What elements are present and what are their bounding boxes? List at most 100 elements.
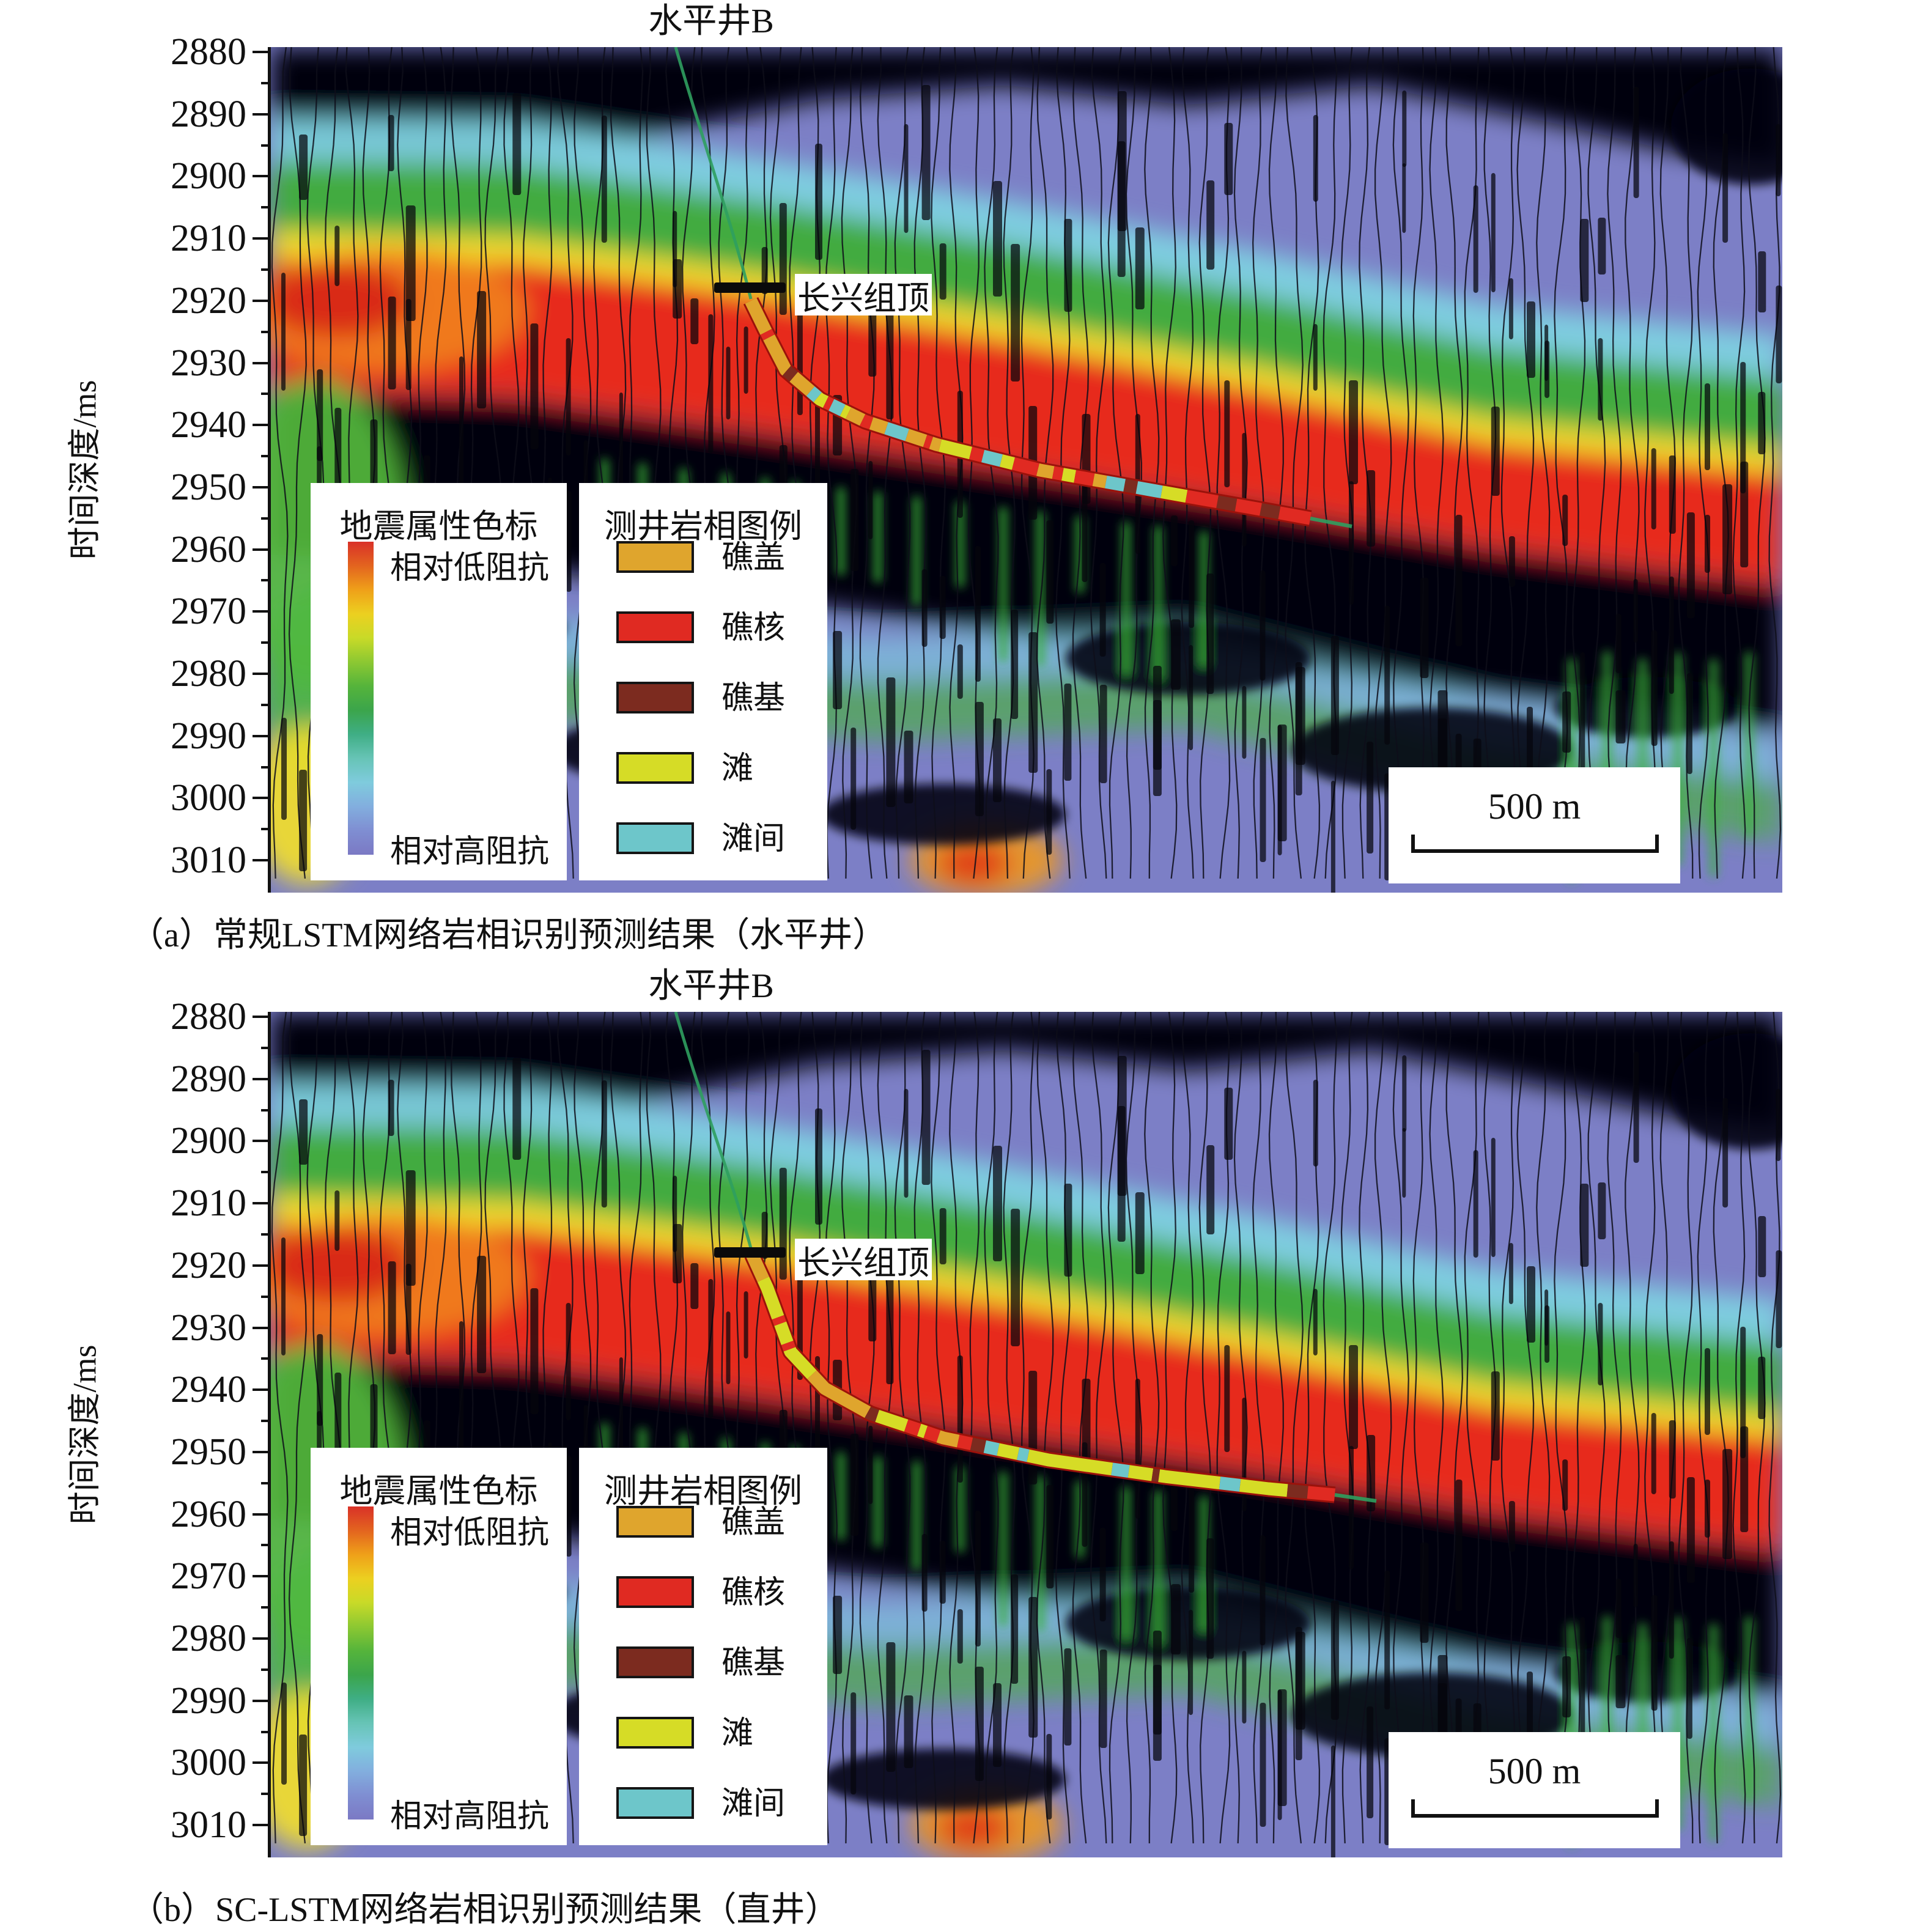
y-tick-label: 2900 <box>171 1120 246 1162</box>
y-tick <box>253 1824 271 1827</box>
attribute-legend: 地震属性色标 相对低阻抗 相对高阻抗 <box>311 483 567 880</box>
y-tick <box>253 1450 271 1453</box>
y-tick <box>253 673 271 675</box>
well-trajectory-tail <box>1334 1493 1377 1503</box>
y-tick-label: 2970 <box>171 1555 246 1598</box>
y-tick <box>253 1016 271 1018</box>
facies-swatch-4 <box>616 752 694 784</box>
y-minor-tick <box>261 1544 271 1547</box>
y-tick-label: 2950 <box>171 1431 246 1473</box>
y-tick <box>253 299 271 302</box>
y-tick <box>253 1575 271 1578</box>
y-minor-tick <box>261 517 271 520</box>
horizon-marker-bar <box>714 282 786 293</box>
y-tick <box>253 1077 271 1080</box>
caption-a: （a）常规LSTM网络岩相识别预测结果（水平井） <box>130 916 887 954</box>
y-minor-tick <box>261 1668 271 1671</box>
facies-swatch-2 <box>616 611 694 643</box>
well-trajectory-line <box>674 1012 754 1253</box>
y-tick <box>253 51 271 53</box>
scale-bar-label: 500 m <box>1488 1751 1581 1791</box>
y-axis-label: 时间深度/ms <box>66 380 103 560</box>
y-tick <box>253 1513 271 1516</box>
y-tick <box>253 797 271 800</box>
y-tick-label: 2980 <box>171 1618 246 1659</box>
y-minor-tick <box>261 1481 271 1484</box>
facies-label-4: 滩 <box>721 751 754 786</box>
facies-legend-title: 测井岩相图例 <box>604 508 802 545</box>
y-tick-label: 2950 <box>171 466 246 508</box>
y-axis-label: 时间深度/ms <box>66 1344 103 1525</box>
attribute-legend: 地震属性色标 相对低阻抗 相对高阻抗 <box>311 1448 567 1845</box>
well-title: 水平井B <box>648 967 774 1005</box>
y-tick-label: 2940 <box>171 1369 246 1411</box>
y-tick-label: 2960 <box>171 1493 246 1535</box>
well-title: 水平井B <box>648 2 774 40</box>
y-tick-label: 2970 <box>171 591 246 633</box>
y-tick <box>253 485 271 489</box>
well-trajectory-line <box>674 47 753 300</box>
y-minor-tick <box>261 1420 271 1423</box>
y-minor-tick <box>261 1233 271 1236</box>
y-tick-label: 2880 <box>171 996 246 1038</box>
y-minor-tick <box>261 765 271 769</box>
y-tick-label: 2890 <box>171 93 246 135</box>
y-tick-label: 2940 <box>171 404 246 446</box>
y-tick-label: 2960 <box>171 528 246 570</box>
y-tick <box>253 1202 271 1205</box>
facies-swatch-1 <box>616 1506 694 1538</box>
facies-label-3: 礁基 <box>721 1646 786 1681</box>
y-tick-label: 2910 <box>171 218 246 260</box>
y-minor-tick <box>261 455 271 458</box>
y-tick-label: 2900 <box>171 155 246 197</box>
facies-label-2: 礁核 <box>721 1576 786 1610</box>
y-minor-tick <box>261 268 271 271</box>
horizon-marker-bar <box>714 1247 786 1258</box>
impedance-colorbar <box>348 542 374 855</box>
facies-swatch-1 <box>616 541 694 573</box>
y-tick-label: 2990 <box>171 715 246 757</box>
y-tick-label: 2910 <box>171 1182 246 1225</box>
y-tick <box>253 1637 271 1640</box>
y-tick <box>253 1326 271 1329</box>
y-minor-tick <box>261 1295 271 1298</box>
horizon-label: 长兴组顶 <box>795 1239 932 1281</box>
y-minor-tick <box>261 1171 271 1174</box>
y-tick-label: 2980 <box>171 653 246 695</box>
high-impedance-label: 相对高阻抗 <box>390 835 550 869</box>
y-tick-label: 2930 <box>171 1307 246 1349</box>
scale-bar-label: 500 m <box>1488 786 1581 827</box>
facies-label-5: 滩间 <box>721 1786 786 1821</box>
y-minor-tick <box>261 641 271 644</box>
seismic-plot-a: 2880 2890 2900 2910 2920 2930 2940 2950 2960 2970… <box>67 32 1782 893</box>
scale-bar-bracket <box>1411 1799 1659 1818</box>
scale-bar-bracket <box>1411 835 1659 853</box>
y-tick-label: 3000 <box>171 1742 246 1784</box>
facies-swatch-3 <box>616 682 694 713</box>
facies-swatch-4 <box>616 1717 694 1749</box>
y-tick <box>253 424 271 427</box>
scale-bar-box: 500 m <box>1389 1732 1680 1848</box>
facies-label-4: 滩 <box>721 1716 754 1751</box>
y-minor-tick <box>261 1730 271 1733</box>
facies-label-1: 礁盖 <box>721 1505 786 1540</box>
y-minor-tick <box>261 330 271 333</box>
scale-bar-box: 500 m <box>1389 767 1680 883</box>
y-minor-tick <box>261 81 271 84</box>
y-tick <box>253 548 271 551</box>
y-tick-label: 2880 <box>171 31 246 73</box>
panel-b: 水平井B 2880 2890 2900 2910 2920 2930 2940 2950 296… <box>0 965 1926 1931</box>
y-tick <box>253 1264 271 1267</box>
y-minor-tick <box>261 393 271 396</box>
y-tick <box>253 859 271 862</box>
facies-swatch-5 <box>616 1787 694 1819</box>
y-tick <box>253 1140 271 1143</box>
well-trajectory-tail <box>1310 517 1352 528</box>
attribute-legend-title: 地震属性色标 <box>339 508 538 545</box>
horizon-label: 长兴组顶 <box>795 274 932 317</box>
y-minor-tick <box>261 1357 271 1360</box>
y-tick <box>253 734 271 737</box>
y-minor-tick <box>261 703 271 706</box>
y-tick-label: 3000 <box>171 777 246 819</box>
y-tick-label: 2920 <box>171 1244 246 1286</box>
